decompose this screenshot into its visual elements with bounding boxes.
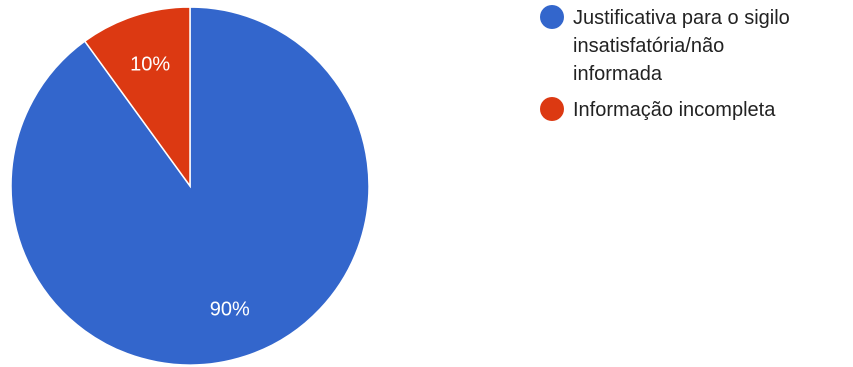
legend-swatch-icon (540, 5, 564, 29)
slice-label-1: 10% (130, 53, 170, 75)
legend-item-justificativa[interactable]: Justificativa para o sigilo insatisfatór… (540, 4, 850, 88)
legend-label: Justificativa para o sigilo insatisfatór… (573, 7, 790, 85)
legend-swatch-icon (540, 97, 564, 121)
legend-label: Informação incompleta (573, 99, 776, 121)
legend-item-informacao-incompleta[interactable]: Informação incompleta (540, 96, 850, 124)
pie-chart: 90% 10% (10, 6, 370, 366)
pie-slice-0[interactable] (10, 6, 370, 366)
pie-slice-1[interactable] (83, 6, 191, 189)
legend: Justificativa para o sigilo insatisfatór… (540, 4, 850, 132)
slice-label-0: 90% (210, 299, 250, 321)
